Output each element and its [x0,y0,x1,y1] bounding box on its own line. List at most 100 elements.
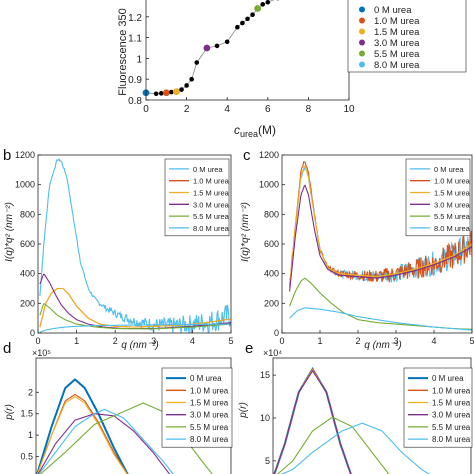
y-tick-label: 1 [28,430,33,440]
panel-d-letter: d [3,340,11,357]
legend-label: 3.0 M urea [193,200,230,209]
panel-a: Fluorescence 350 0 2 4 6 8 10 0.8 0.9 1 1.1 1.2 0 M… [117,0,467,139]
y-tick-label: 1.2 [128,13,142,24]
data-point [260,2,266,7]
legend-label: 3.0 M urea [432,411,471,420]
legend-box [347,0,467,73]
legend-marker [359,6,365,13]
legend-label: 1.0 M urea [193,177,230,186]
data-point [179,87,184,92]
legend-marker [359,50,365,57]
panel-c-ylabel: I(q)*q² (nm⁻²) [240,202,251,262]
series-line-8-0-m-urea [289,307,472,331]
y-tick-label: 400 [20,269,35,279]
y-tick-label: 800 [264,209,279,219]
y-tick-label: 1000 [259,180,279,190]
y-tick-label: 1200 [259,150,279,160]
y-tick-label: 2 [28,387,33,397]
data-point [245,16,250,22]
legend-label: 0 M urea [190,374,222,383]
y-tick-label: 600 [20,239,35,249]
data-point [235,24,240,30]
panel-c-xlabel: q (nm⁻¹) [364,340,402,351]
panel-b-ylabel: I(q)*q² (nm⁻²) [4,202,15,262]
legend-label: 1.0 M urea [190,386,229,395]
legend-label: 5.5 M urea [190,423,229,432]
legend-box [403,367,473,448]
legend-label: 1.5 M urea [374,27,420,38]
legend-label: 1.5 M urea [190,399,229,408]
legend-marker [359,17,365,24]
x-tick-label: 6 [265,104,271,115]
series-line-0-m-urea [36,378,129,474]
series-line-8-0-m-urea [280,422,430,474]
data-point [254,5,262,12]
panel-e-letter: e [245,340,253,357]
y-tick-label: 1.5 [20,409,33,419]
panel-b-plot: 0 1 2 3 4 5 0 200 400 600 800 1000 1200 0 M urea 1.0 M… [15,150,234,346]
data-point [162,89,170,97]
legend-marker [359,28,365,35]
y-tick-label: 0 [30,328,35,338]
panel-c-plot: 0 1 2 3 4 5 0 200 400 600 800 1000 1200 0 M urea 1.0 M… [259,150,474,346]
series-line-3-0-m-urea [37,413,171,474]
legend-label: 0 M urea [434,165,464,174]
x-tick-label: 0 [279,336,284,346]
panel-d-plot: 0 M urea 1.0 M urea 1.5 M urea 3.0 M urea 5.… [20,357,233,474]
data-point [153,91,159,97]
panel-a-ylabel: Fluorescence 350 [117,8,129,95]
legend-label: 3.0 M urea [374,38,420,49]
panel-e-exponent: ×10⁴ [263,348,282,358]
panel-c: c I(q)*q² (nm⁻²) 0 1 2 3 4 5 0 200 400 600 800 1000… [240,147,474,351]
data-point [184,83,189,88]
series-line-3-0-m-urea [289,184,472,292]
x-tick-label: 4 [431,336,436,346]
y-tick-label: 200 [20,298,35,308]
legend-label: 8.0 M urea [434,224,471,233]
series-line-1-5-m-urea [39,287,231,328]
legend-label: 1.0 M urea [374,16,420,27]
panel-b-xlabel: q (nm⁻¹) [121,340,159,351]
y-tick-label: 0 [274,328,279,338]
x-tick-label: 5 [228,336,233,346]
y-tick-label: 1 [136,54,142,65]
panel-b: b I(q)*q² (nm⁻²) 0 1 2 3 4 5 0 200 400 600 800 1000… [3,147,234,351]
x-tick-label: 10 [343,104,355,115]
panel-d-ylabel: p(r) [4,404,15,421]
legend-label: 8.0 M urea [193,224,230,233]
panel-e-ylabel: p(r) [238,402,249,419]
x-tick-label: 1 [74,336,79,346]
legend-label: 0 M urea [193,165,223,174]
data-point [240,20,245,26]
y-tick-label: 0.9 [128,75,142,86]
legend-label: 8.0 M urea [190,435,229,444]
x-tick-label: 5 [469,336,474,346]
legend-marker [359,61,365,68]
legend-label: 1.5 M urea [193,189,230,198]
panel-a-xlabel: curea(M) [234,123,276,139]
y-tick-label: 1.1 [128,34,142,45]
panel-e-plot: 0 M urea 1.0 M urea 1.5 M urea 3.0 M urea 5.… [260,357,473,474]
x-tick-label: 8 [306,104,312,115]
x-tick-label: 2 [184,104,190,115]
data-point [194,60,200,65]
legend-label: 5.5 M urea [193,212,230,221]
data-point [169,89,174,95]
series-line-1-5-m-urea [273,368,352,474]
series-line-8-0-m-urea [39,323,231,333]
legend-label: 1.5 M urea [432,399,471,408]
y-tick-label: 10 [260,413,270,423]
legend-label: 3.0 M urea [190,411,229,420]
panel-d: d ×10⁵ p(r) 0 M urea 1.0 M urea 1.5 M urea… [3,340,233,474]
x-tick-label: 4 [190,336,195,346]
legend-label: 0 M urea [432,374,464,383]
y-tick-label: 0.5 [20,452,33,462]
data-point [203,44,211,52]
data-point [224,39,230,45]
legend-label: 1.0 M urea [432,386,471,395]
series-line-8-0-m-urea [38,408,174,474]
legend-label: 5.5 M urea [432,423,471,432]
y-tick-label: 5 [265,456,270,466]
x-tick-label: 4 [224,104,230,115]
y-tick-label: 800 [20,209,35,219]
